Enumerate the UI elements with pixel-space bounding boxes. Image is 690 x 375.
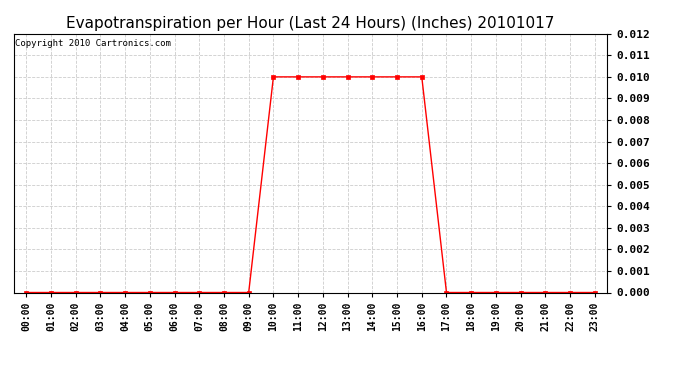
Title: Evapotranspiration per Hour (Last 24 Hours) (Inches) 20101017: Evapotranspiration per Hour (Last 24 Hou…: [66, 16, 555, 31]
Text: Copyright 2010 Cartronics.com: Copyright 2010 Cartronics.com: [15, 39, 171, 48]
